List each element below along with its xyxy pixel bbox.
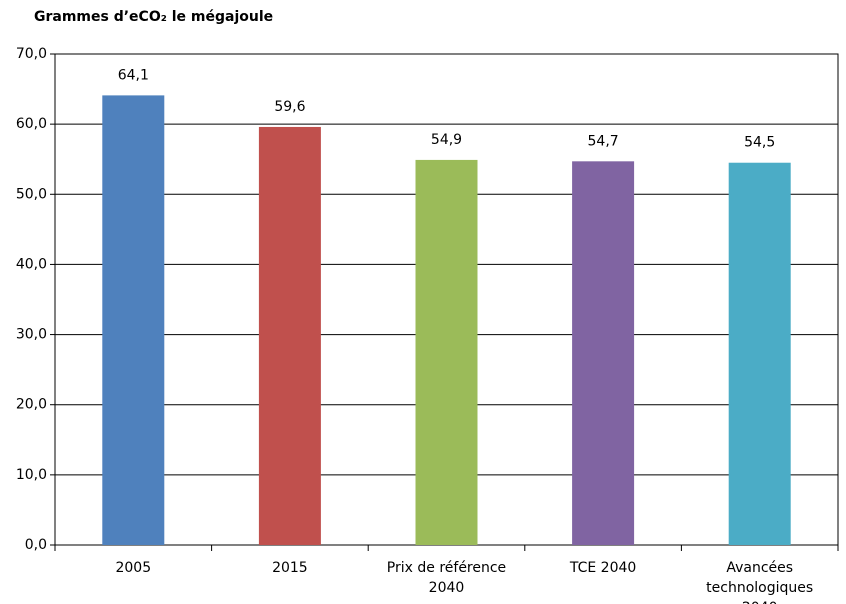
value-label: 59,6 bbox=[274, 99, 305, 115]
y-tick-label: 60,0 bbox=[16, 116, 47, 132]
x-tick-label: 2015 bbox=[272, 560, 308, 576]
value-label: 54,5 bbox=[744, 135, 775, 151]
y-axis-title: Grammes d’eCO₂ le mégajoule bbox=[34, 9, 273, 25]
y-tick-label: 30,0 bbox=[16, 327, 47, 343]
value-label: 54,9 bbox=[431, 132, 462, 148]
value-label: 64,1 bbox=[118, 67, 149, 83]
bar bbox=[102, 95, 165, 546]
x-tick-label: TCE 2040 bbox=[569, 560, 637, 576]
value-label: 54,7 bbox=[588, 133, 619, 149]
x-tick-label: Avancées technologiques 2040 bbox=[706, 560, 814, 604]
x-tick-label: 2005 bbox=[115, 560, 152, 576]
bar bbox=[728, 162, 791, 545]
y-tick-label: 20,0 bbox=[16, 397, 47, 413]
y-tick-label: 10,0 bbox=[16, 467, 47, 483]
bar bbox=[258, 126, 321, 545]
x-tick-label: Prix de référence 2040 bbox=[386, 560, 507, 596]
y-tick-label: 0,0 bbox=[25, 537, 47, 553]
bar bbox=[572, 161, 635, 545]
y-tick-label: 40,0 bbox=[16, 256, 47, 272]
bar bbox=[415, 159, 478, 545]
y-tick-label: 50,0 bbox=[16, 186, 47, 202]
y-tick-label: 70,0 bbox=[16, 46, 47, 62]
